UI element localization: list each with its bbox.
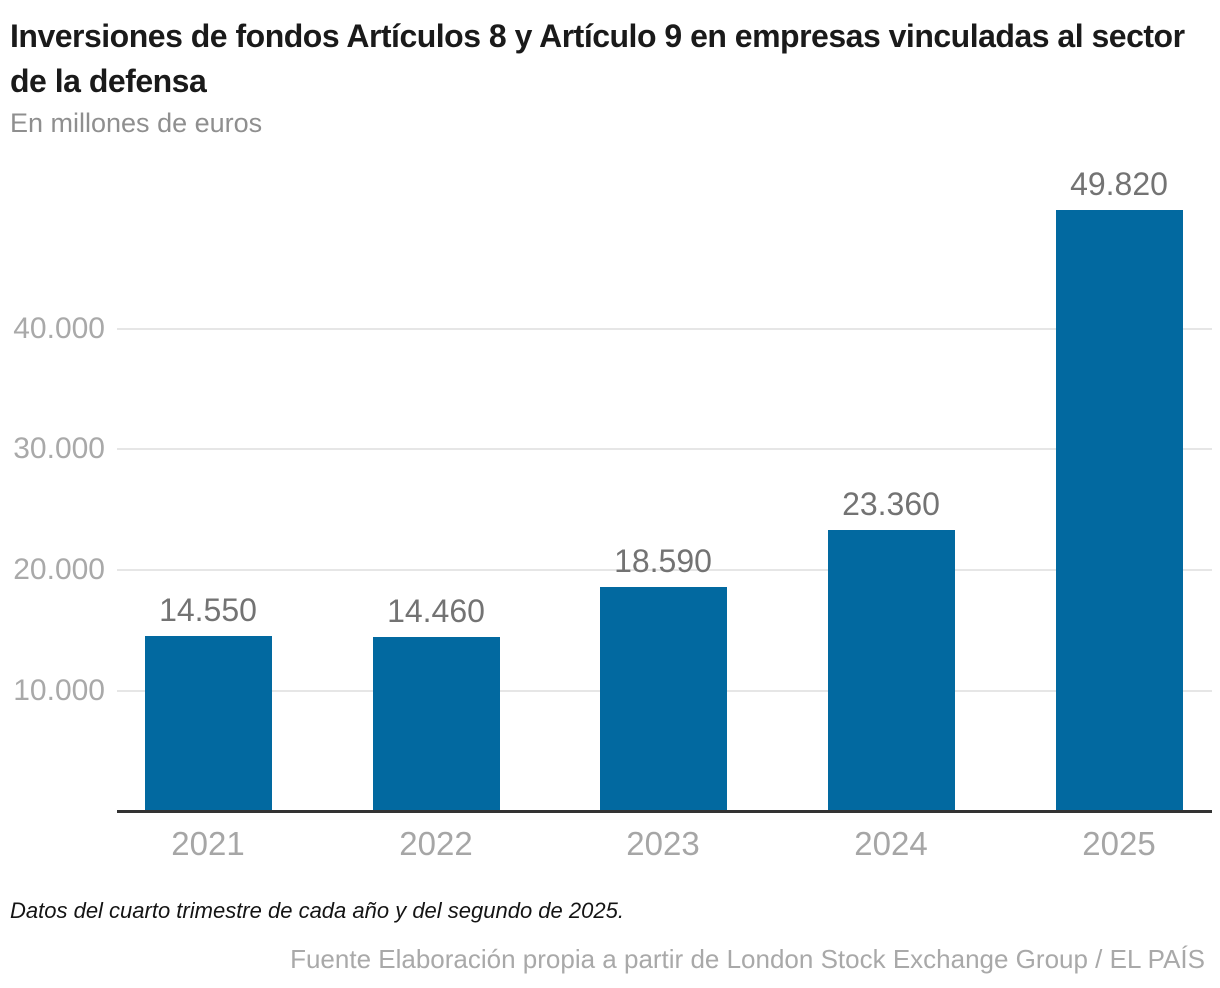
bar-2023 [599,587,727,812]
chart-footnote: Datos del cuarto trimestre de cada año y… [10,898,624,923]
x-axis-label: 2021 [171,825,245,862]
bar-value-label: 49.820 [1070,165,1168,202]
x-axis-line [117,810,1212,813]
bar-value-label: 14.550 [159,592,257,629]
chart-title: Inversiones de fondos Artículos 8 y Artí… [10,18,1185,99]
chart-subtitle: En millones de euros [10,108,263,138]
x-axis-label: 2024 [854,825,928,862]
bar-2025 [1055,209,1183,812]
y-axis-tick-label: 20.000 [13,553,105,587]
bar-2022 [372,637,500,812]
bar-value-label: 18.590 [614,543,712,580]
bar-value-label: 23.360 [842,485,940,522]
chart-source-credit: Fuente Elaboración propia a partir de Lo… [290,944,1205,974]
y-axis-tick-label: 40.000 [13,311,105,345]
bar-2024 [827,529,955,812]
x-axis-label: 2023 [626,825,700,862]
x-axis-label: 2025 [1082,825,1156,862]
gridline [117,327,1212,330]
y-axis-tick-label: 30.000 [13,432,105,466]
y-axis-tick-label: 10.000 [13,674,105,708]
bar-2021 [144,636,272,812]
bar-value-label: 14.460 [387,593,485,630]
gridline [117,448,1212,451]
gridline [117,569,1212,572]
x-axis-label: 2022 [399,825,473,862]
